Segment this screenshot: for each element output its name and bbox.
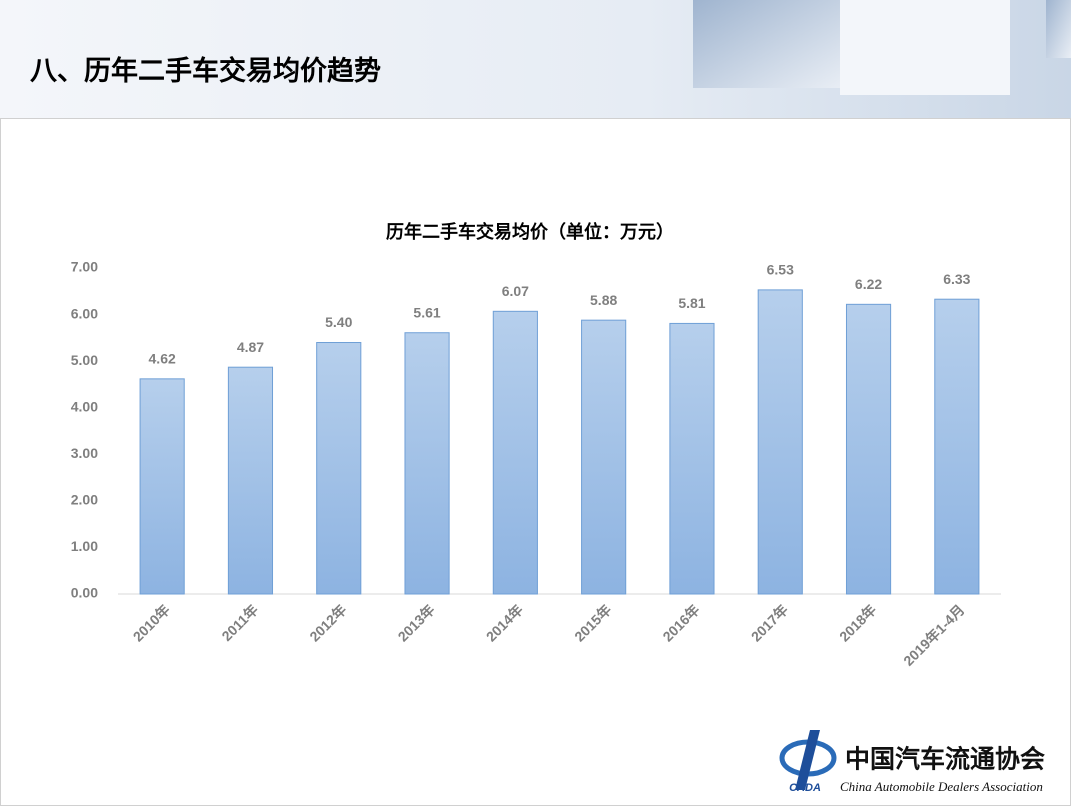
data-label: 4.62 bbox=[149, 351, 176, 367]
logo-abbr: CADA bbox=[789, 782, 821, 794]
data-label: 5.40 bbox=[325, 314, 352, 330]
bar bbox=[316, 342, 362, 595]
logo-name: 中国汽车流通协会 bbox=[845, 745, 1045, 774]
x-tick-label: 2018年 bbox=[836, 601, 879, 644]
x-tick-label: 2015年 bbox=[571, 601, 614, 644]
x-tick-label: 2017年 bbox=[748, 601, 791, 644]
logo-mark bbox=[795, 730, 820, 790]
x-tick-label: 2013年 bbox=[395, 601, 438, 644]
y-tick-label: 4.00 bbox=[71, 398, 98, 414]
x-tick-label: 2016年 bbox=[659, 601, 702, 644]
y-tick-label: 0.00 bbox=[71, 585, 98, 601]
y-tick-label: 5.00 bbox=[71, 352, 98, 368]
logo: CADA 中国汽车流通协会 China Automobile Dealers A… bbox=[779, 730, 1045, 794]
decor-cube bbox=[1046, 0, 1071, 58]
data-label: 4.87 bbox=[237, 339, 264, 355]
y-tick-label: 7.00 bbox=[71, 259, 98, 275]
data-label: 5.88 bbox=[590, 292, 617, 308]
x-tick-label: 2019年1-4月 bbox=[900, 601, 967, 668]
y-tick-label: 1.00 bbox=[71, 538, 98, 554]
bar bbox=[404, 332, 450, 595]
bar bbox=[669, 322, 715, 595]
data-label: 6.22 bbox=[855, 276, 882, 292]
decor-cube bbox=[693, 0, 843, 88]
bar bbox=[227, 366, 274, 595]
bar bbox=[845, 303, 892, 595]
logo-english: China Automobile Dealers Association bbox=[840, 779, 1043, 794]
data-label: 6.53 bbox=[767, 262, 794, 278]
x-tick-label: 2010年 bbox=[130, 601, 173, 644]
x-tick-label: 2011年 bbox=[218, 601, 261, 644]
x-tick-label: 2012年 bbox=[306, 601, 349, 644]
data-label: 6.07 bbox=[502, 283, 529, 299]
bar bbox=[934, 298, 980, 595]
y-tick-label: 3.00 bbox=[71, 445, 98, 461]
decor-cube bbox=[840, 0, 1010, 95]
bar bbox=[581, 319, 627, 595]
y-tick-label: 6.00 bbox=[71, 305, 98, 321]
data-label: 6.33 bbox=[943, 271, 970, 287]
slide-title: 八、历年二手车交易均价趋势 bbox=[30, 55, 381, 86]
bar bbox=[492, 310, 538, 595]
bar bbox=[139, 378, 185, 595]
y-tick-label: 2.00 bbox=[71, 492, 98, 508]
data-label: 5.81 bbox=[678, 295, 705, 311]
data-label: 5.61 bbox=[413, 304, 440, 320]
x-tick-label: 2014年 bbox=[483, 601, 526, 644]
bar bbox=[757, 289, 803, 595]
chart-title: 历年二手车交易均价（单位：万元） bbox=[386, 221, 674, 242]
